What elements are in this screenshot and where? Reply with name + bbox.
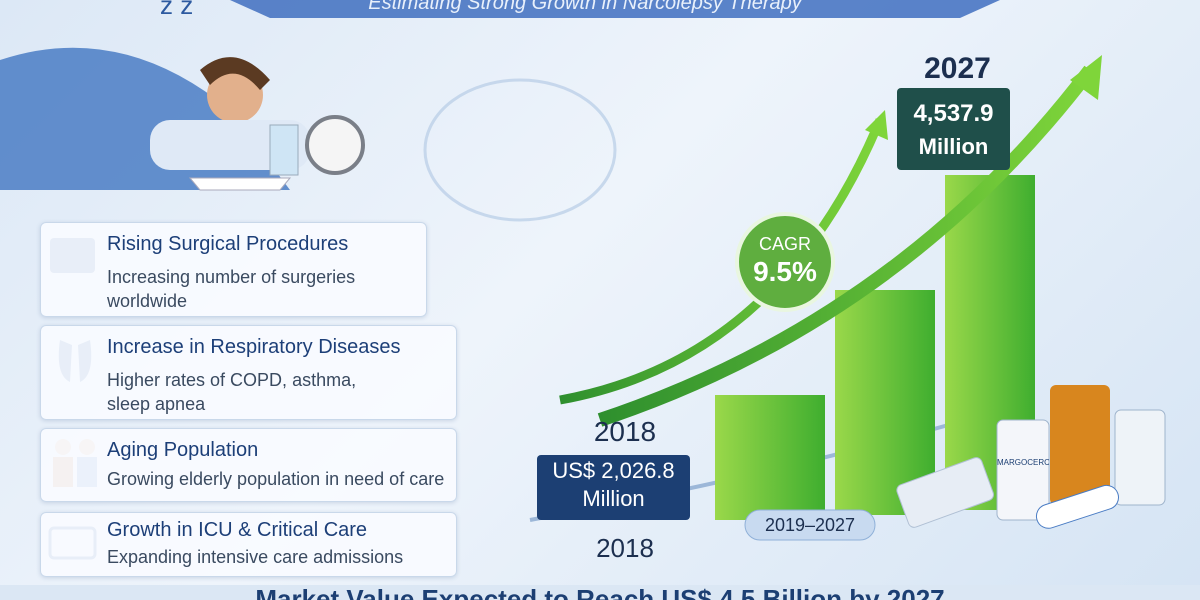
start-year: 2018 (593, 416, 657, 447)
start-unit: Million (582, 486, 645, 511)
sleep-icon: z z (160, 0, 193, 20)
header-subtitle: Estimating Strong Growth in Narcolepsy T… (368, 0, 802, 14)
driver-title: Growth in ICU & Critical Care (107, 519, 368, 541)
driver-description: Increasing number of surgeries worldwide (107, 267, 356, 311)
bar-shape (835, 290, 935, 515)
bar-shape (715, 395, 825, 520)
axis-label: 2018 (596, 533, 654, 563)
driver-card: Rising Surgical Procedures Increasing nu… (40, 222, 427, 317)
period: 2019–2027 (764, 515, 856, 535)
end-value: 4,537.9 (913, 100, 994, 127)
start-value: US$ 2,026.8 (552, 458, 675, 483)
bottle-label: MARGOCERCS (997, 458, 1049, 467)
driver-card: Increase in Respiratory Diseases Higher … (40, 325, 457, 420)
cagr-value: 9.5% (753, 256, 817, 287)
driver-card: Aging Population Growing elderly populat… (40, 428, 457, 502)
driver-title: Aging Population (107, 439, 259, 461)
driver-title: Increase in Respiratory Diseases (107, 336, 401, 358)
driver-description: Higher rates of COPD, asthma, sleep apne… (107, 370, 357, 414)
driver-title: Rising Surgical Procedures (107, 233, 349, 255)
end-year: 2027 (924, 52, 991, 85)
driver-card: Growth in ICU & Critical Care Expanding … (40, 512, 457, 577)
driver-description: Expanding intensive care admissions (107, 547, 404, 567)
end-unit: Million (918, 134, 989, 159)
footer-headline: Market Value Expected to Reach US$ 4.5 B… (255, 584, 945, 600)
driver-description: Growing elderly population in need of ca… (107, 469, 445, 489)
cagr-label: CAGR (758, 234, 811, 254)
